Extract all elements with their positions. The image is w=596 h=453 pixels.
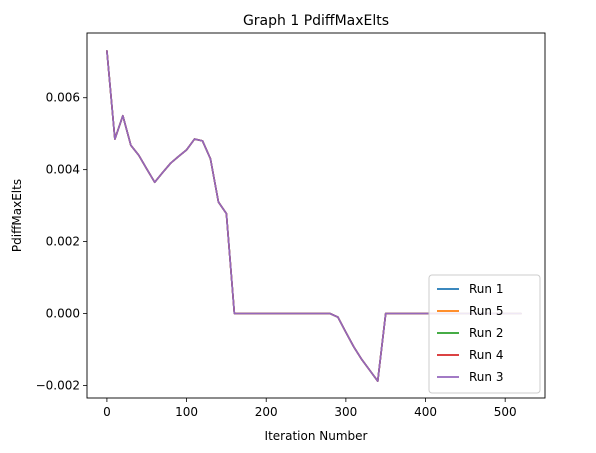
legend-label: Run 5: [469, 304, 503, 318]
x-tick-label: 500: [494, 405, 517, 419]
x-tick-label: 200: [255, 405, 278, 419]
legend-label: Run 2: [469, 326, 503, 340]
x-tick-label: 0: [103, 405, 111, 419]
y-axis-ticks: −0.002 0.000 0.002 0.004 0.006: [36, 91, 87, 392]
x-tick-label: 100: [175, 405, 198, 419]
x-axis-label: Iteration Number: [265, 429, 368, 443]
x-tick-label: 300: [334, 405, 357, 419]
y-tick-label: 0.004: [46, 163, 80, 177]
y-tick-label: 0.000: [46, 306, 80, 320]
legend-box: [428, 274, 541, 394]
legend-label: Run 4: [469, 348, 503, 362]
y-tick-label: −0.002: [36, 378, 80, 392]
y-tick-label: 0.002: [46, 235, 80, 249]
legend: Run 1 Run 5 Run 2 Run 4 Run 3: [428, 274, 541, 394]
x-axis-ticks: 0 100 200 300 400 500: [103, 398, 517, 419]
plot-frame: [86, 32, 546, 399]
y-axis-label: PdiffMaxElts: [10, 179, 24, 252]
y-tick-label: 0.006: [46, 91, 80, 105]
legend-label: Run 3: [469, 370, 503, 384]
x-tick-label: 400: [414, 405, 437, 419]
legend-label: Run 1: [469, 282, 503, 296]
chart-title: Graph 1 PdiffMaxElts: [243, 13, 389, 29]
